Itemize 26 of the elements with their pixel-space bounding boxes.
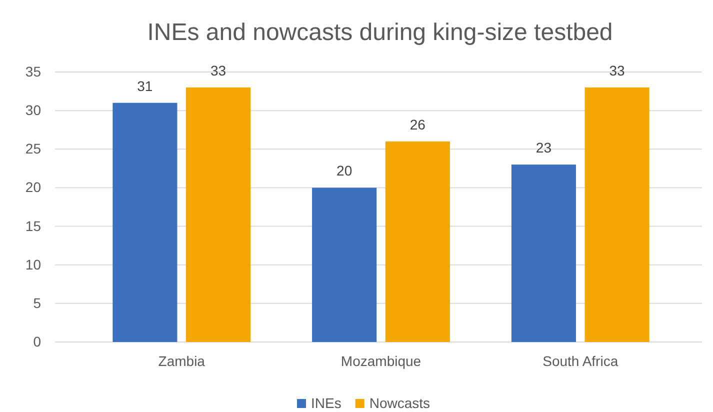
data-label: 23	[536, 140, 552, 156]
bar	[312, 188, 377, 342]
y-tick-label: 25	[25, 140, 42, 157]
data-label: 33	[210, 62, 226, 78]
y-tick-label: 5	[33, 294, 42, 311]
data-label: 26	[410, 116, 426, 132]
y-tick-label: 20	[25, 179, 42, 196]
x-tick-label: Mozambique	[340, 352, 422, 369]
x-tick-label: Zambia	[158, 352, 206, 369]
legend-label: Nowcasts	[369, 395, 430, 411]
y-tick-label: 15	[25, 218, 42, 234]
bar	[186, 87, 251, 342]
y-tick-label: 10	[25, 256, 42, 272]
bar	[112, 102, 178, 342]
y-tick-label: 0	[33, 333, 42, 350]
y-tick-label: 30	[25, 102, 42, 118]
bar	[511, 164, 576, 342]
chart-title: INEs and nowcasts during king-size testbed	[147, 19, 613, 46]
x-tick-label: South Africa	[542, 352, 618, 369]
y-tick-label: 35	[25, 63, 42, 80]
legend-label: INEs	[311, 395, 342, 411]
data-label: 33	[609, 62, 626, 78]
bar	[584, 87, 650, 342]
data-label: 20	[336, 162, 352, 179]
data-label: 31	[137, 78, 153, 94]
bar	[385, 141, 450, 342]
